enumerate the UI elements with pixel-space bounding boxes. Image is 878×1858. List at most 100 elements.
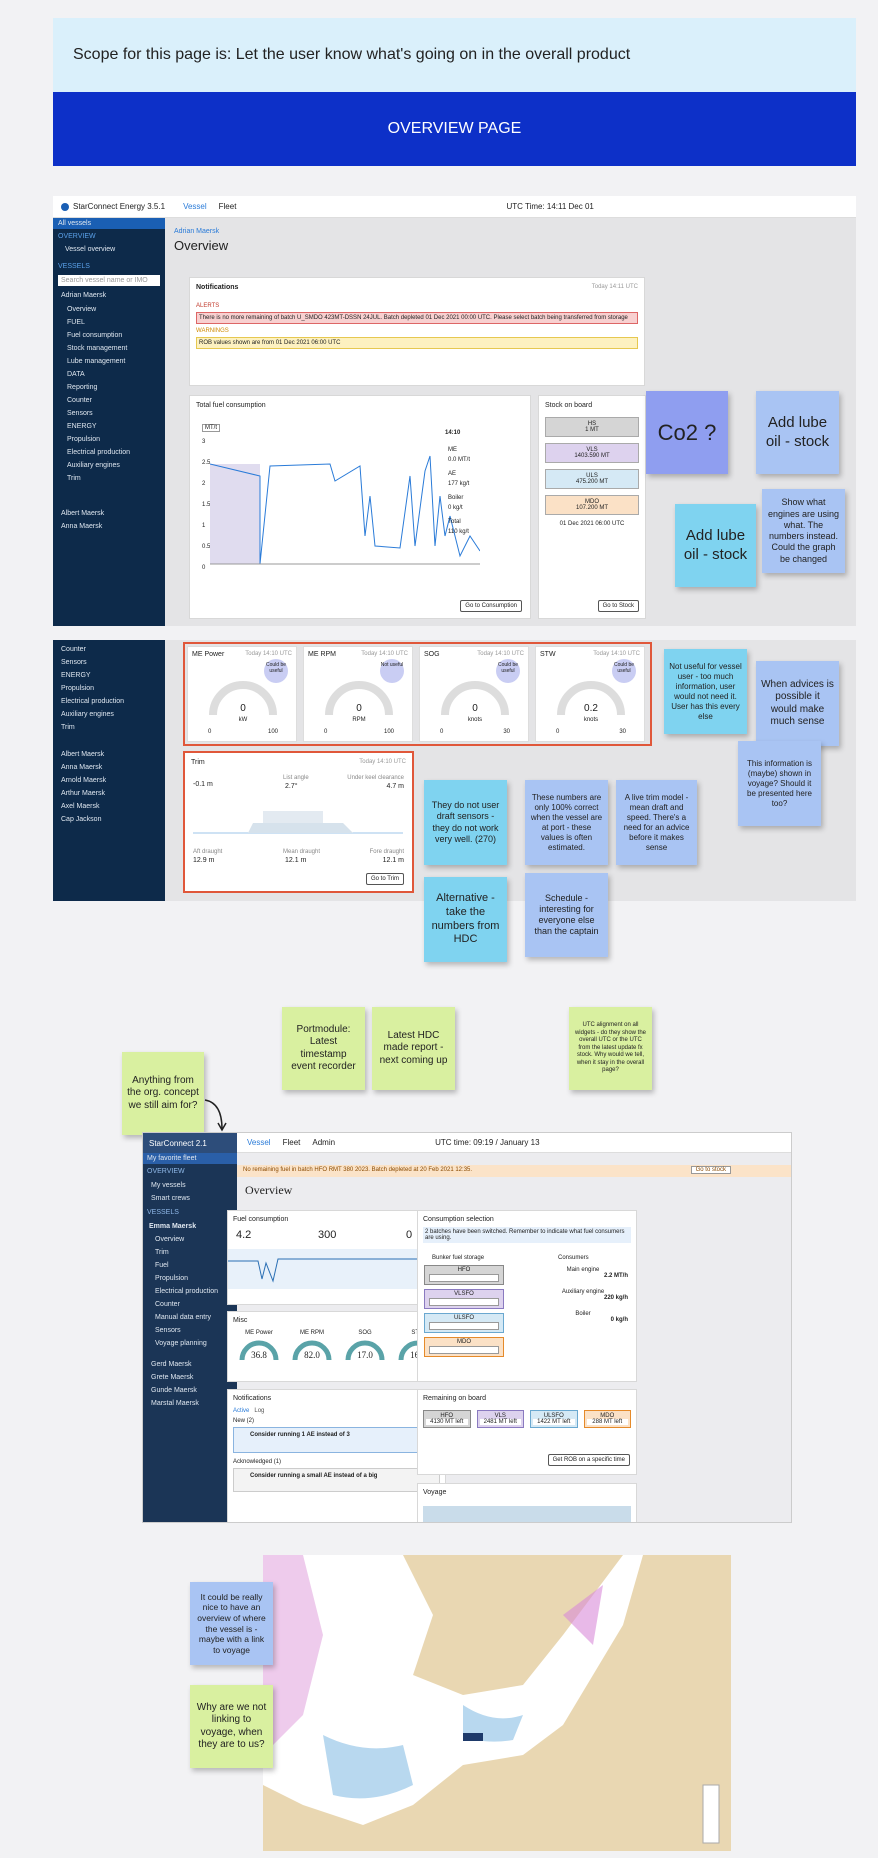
menu-item[interactable]: Manual data entry [155, 1314, 212, 1321]
menu-item[interactable]: Sensors [67, 410, 93, 417]
gauge-value: 17.0 [357, 1350, 373, 1360]
sticky-note: Add lube oil - stock [756, 391, 839, 474]
panel-title: Total fuel consumption [196, 402, 266, 409]
menu-item[interactable]: Stock management [67, 345, 128, 352]
vessel[interactable]: Axel Maersk [61, 803, 100, 810]
label: Bunker fuel storage [432, 1255, 485, 1261]
section-label: VESSELS [147, 1209, 179, 1216]
notifications-panel: Notifications Today 14:11 UTC ALERTS The… [189, 277, 645, 386]
y-tick-label: 1.5 [202, 502, 211, 508]
notification[interactable]: Consider running a small AE instead of a… [233, 1468, 440, 1492]
consumer: Boiler 0 kg/h [538, 1311, 628, 1323]
vessel[interactable]: Marstal Maersk [151, 1400, 199, 1407]
vessel[interactable]: Albert Maersk [61, 510, 105, 517]
gauge-arc [325, 681, 393, 716]
menu-item[interactable]: Auxiliary engines [61, 711, 114, 718]
logo [61, 202, 69, 211]
menu-item[interactable]: Propulsion [155, 1275, 189, 1282]
fleet-selector[interactable]: My favorite fleet [143, 1153, 237, 1164]
go-button[interactable]: Go to Stock [597, 600, 639, 612]
gauge-panel: ME Power Today 14:10 UTC Could be useful 0 k… [187, 646, 297, 742]
notification[interactable]: Consider running 1 AE instead of 3 [233, 1427, 440, 1453]
menu-item[interactable]: Overview [155, 1236, 185, 1243]
vessel[interactable]: Anna Maersk [61, 764, 103, 771]
menu-item[interactable]: Counter [61, 646, 86, 653]
gauge-value: 0 [472, 703, 478, 714]
menu-item[interactable]: Overview [67, 306, 97, 313]
menu-item[interactable]: Electrical production [155, 1288, 219, 1295]
menu-item[interactable]: Sensors [61, 659, 87, 666]
gauge-value: 36.8 [251, 1350, 267, 1360]
go-button[interactable]: Go to Trim [365, 873, 404, 885]
gauge-value: 0 [240, 703, 246, 714]
value: 12.1 m [382, 857, 404, 864]
batch-select [429, 1274, 499, 1282]
batch: ULSFO [424, 1313, 504, 1333]
menu-item[interactable]: Fuel [155, 1262, 169, 1269]
sticky-note: A live trim model - mean draft and speed… [616, 780, 697, 865]
menu-item[interactable]: Smart crews [151, 1195, 190, 1202]
trim-value: -0.1 m [193, 781, 213, 788]
vessel[interactable]: Emma Maersk [149, 1223, 197, 1230]
gauge [536, 677, 646, 719]
nav-item[interactable]: Vessel [247, 1138, 271, 1147]
menu-item[interactable]: Electrical production [61, 698, 125, 705]
menu-item[interactable]: My vessels [151, 1182, 186, 1189]
nav-item[interactable]: Admin [312, 1138, 336, 1147]
vessel[interactable]: Arnold Maersk [61, 777, 107, 784]
tab[interactable]: Active [233, 1408, 250, 1414]
page-title: Overview [245, 1183, 293, 1197]
batch-name: VLSFO [454, 1291, 474, 1297]
fuel-name: MDO [600, 1413, 615, 1419]
gauge-title: ME RPM [300, 1330, 324, 1336]
menu-item[interactable]: Trim [155, 1249, 169, 1256]
menu-item[interactable]: Sensors [155, 1327, 181, 1334]
panel-title: Voyage [423, 1489, 447, 1496]
menu-item[interactable]: ENERGY [61, 672, 91, 679]
vessel[interactable]: Cap Jackson [61, 816, 102, 823]
vessel[interactable]: Gunde Maersk [151, 1387, 197, 1394]
vessel[interactable]: Anna Maersk [61, 523, 103, 530]
fuel-chart [228, 1249, 447, 1289]
menu-item[interactable]: Trim [61, 724, 75, 731]
menu-item[interactable]: Vessel overview [65, 246, 116, 253]
menu-item[interactable]: Lube management [67, 358, 126, 365]
menu-item[interactable]: Counter [67, 397, 92, 404]
menu-item[interactable]: Electrical production [67, 449, 131, 456]
menu-item[interactable]: Auxiliary engines [67, 462, 120, 469]
y-tick-label: 2.5 [202, 460, 211, 466]
menu-item[interactable]: ENERGY [67, 423, 97, 430]
vessel[interactable]: Arthur Maersk [61, 790, 105, 797]
vessel-filter[interactable]: All vessels [53, 218, 165, 229]
menu-item[interactable]: Voyage planning [155, 1340, 207, 1347]
vessel[interactable]: Albert Maersk [61, 751, 105, 758]
menu-item[interactable]: FUEL [67, 319, 85, 326]
rob-item: ULSFO 1422 MT left [530, 1410, 578, 1428]
vessel[interactable]: Adrian Maersk [61, 292, 107, 299]
go-button[interactable]: Go to Consumption [460, 600, 522, 612]
gauge-arc [234, 1336, 284, 1364]
value: 0 [406, 1229, 413, 1241]
alert-bar: No remaining fuel in batch HFO RMT 380 2… [237, 1165, 791, 1177]
nav-item[interactable]: Vessel [183, 202, 207, 211]
menu-item[interactable]: Counter [155, 1301, 180, 1308]
menu-item[interactable]: Propulsion [61, 685, 95, 692]
menu-item[interactable]: DATA [67, 371, 85, 378]
vessel[interactable]: Gerd Maersk [151, 1361, 192, 1368]
gauge-arc [287, 1336, 337, 1364]
search[interactable]: Search vessel name or IMO [58, 275, 160, 286]
menu-item[interactable]: Fuel consumption [67, 332, 123, 339]
alert-button[interactable]: Go to stock [690, 1166, 731, 1174]
gauge [420, 677, 530, 719]
remaining-panel: Remaining on board HFO 4130 MT left VLS 248… [417, 1389, 637, 1475]
gauge-arc [345, 1340, 385, 1361]
rob-button[interactable]: Get ROB on a specific time [547, 1454, 630, 1466]
fuel-name: VLS [586, 447, 598, 453]
menu-item[interactable]: Reporting [67, 384, 98, 391]
vessel[interactable]: Grete Maersk [151, 1374, 194, 1381]
menu-item[interactable]: Trim [67, 475, 81, 482]
nav-item[interactable]: Fleet [218, 202, 237, 211]
menu-item[interactable]: Propulsion [67, 436, 101, 443]
nav-item[interactable]: Fleet [282, 1138, 301, 1147]
tab[interactable]: Log [254, 1408, 265, 1414]
